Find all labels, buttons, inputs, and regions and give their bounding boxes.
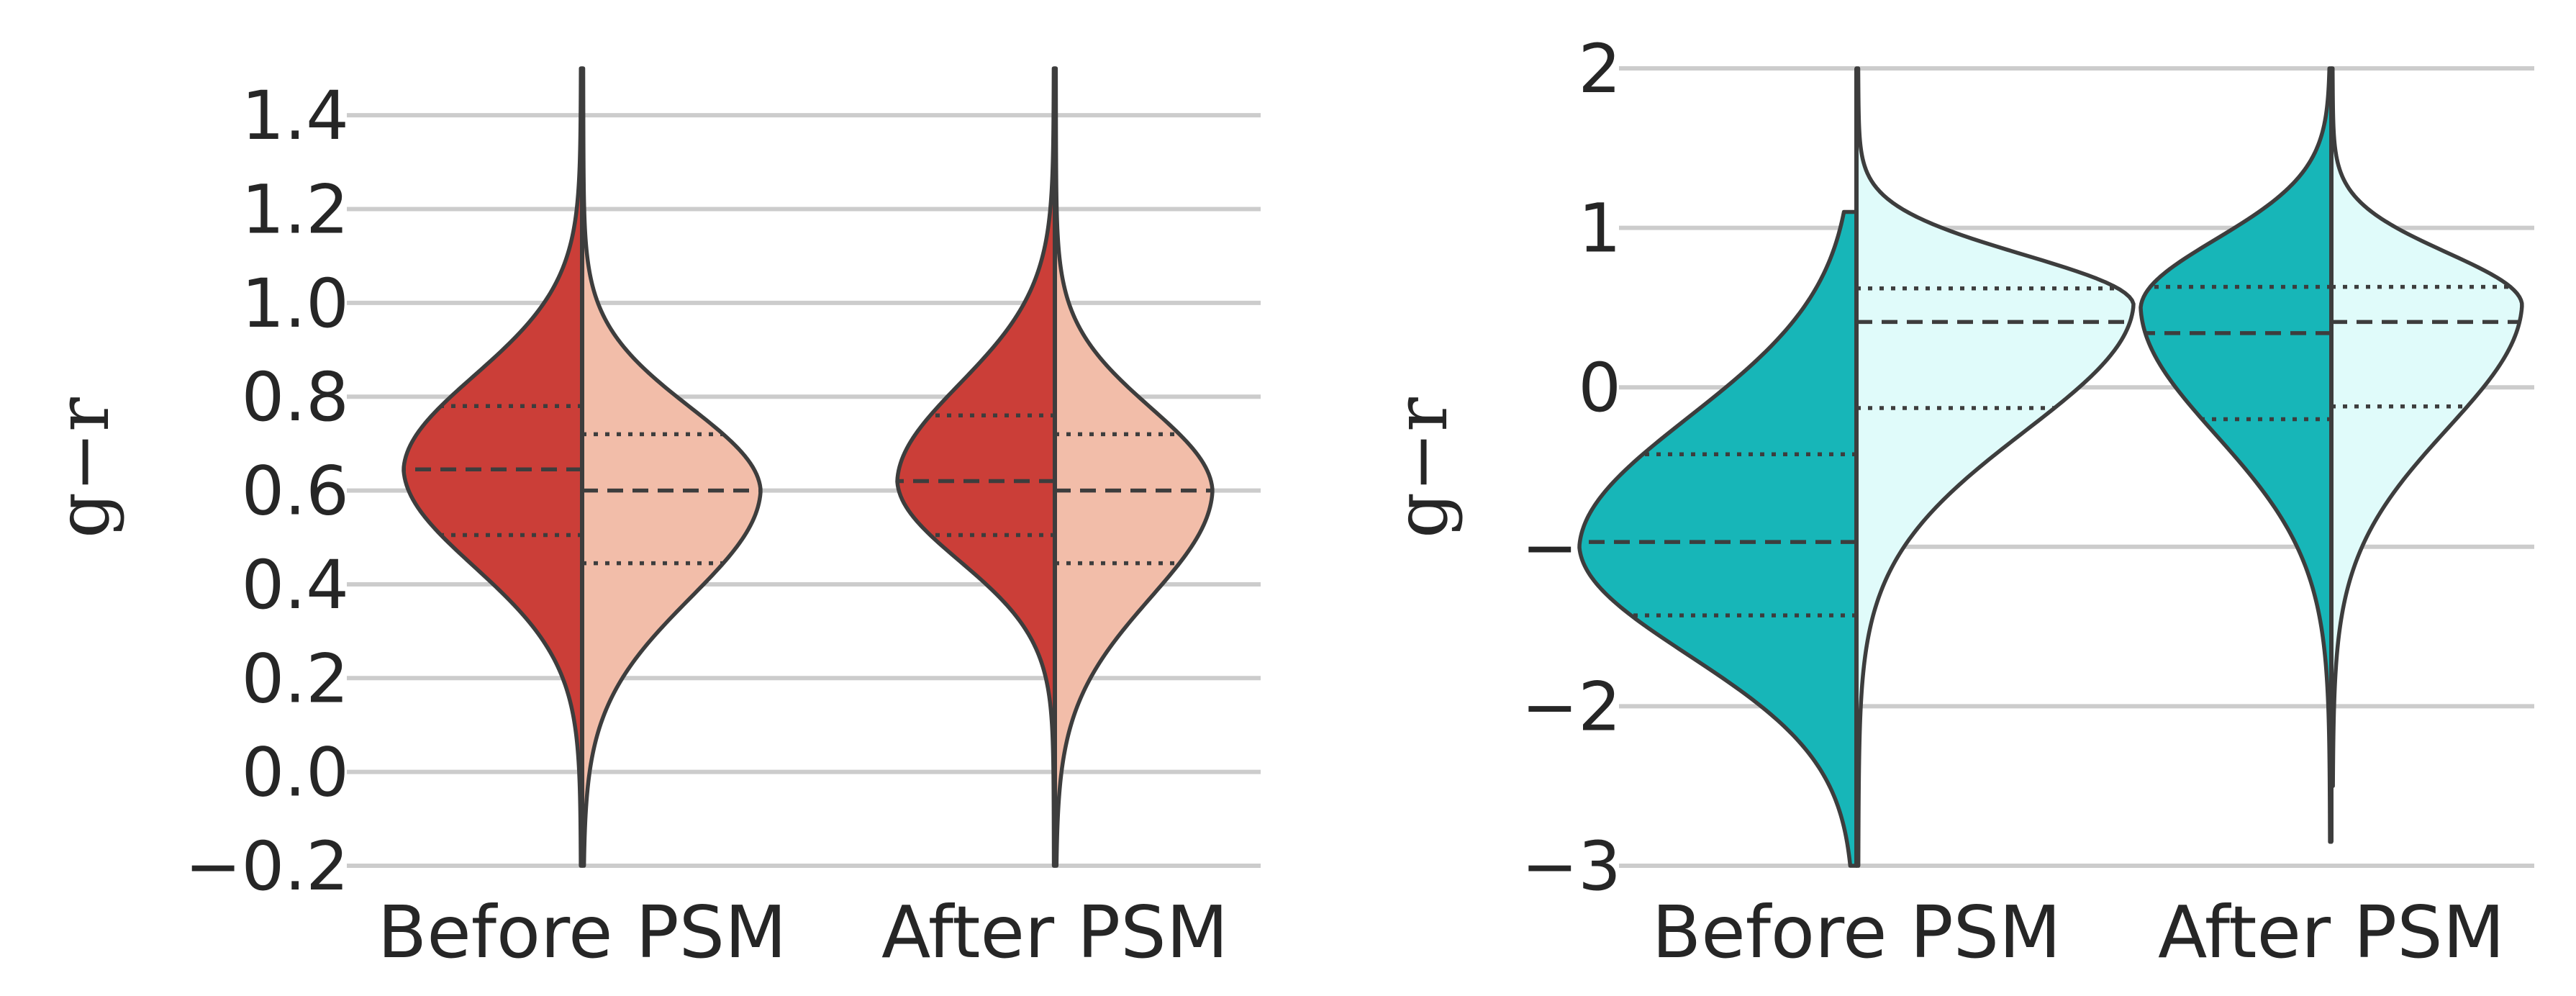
y-tick-label: 2	[1578, 30, 1621, 109]
y-axis-title: g−r	[41, 397, 125, 538]
y-tick-label: 0.8	[242, 358, 350, 437]
y-axis-title: g−r	[1379, 397, 1464, 538]
y-tick-label: 0.6	[242, 453, 350, 531]
y-tick-label: −2	[1521, 668, 1621, 746]
violin-left-half	[402, 66, 584, 868]
y-tick-label: 0.2	[242, 640, 350, 718]
violin-left-half	[895, 66, 1057, 868]
y-tick-label: 1	[1578, 190, 1621, 268]
y-tick-label: 1.0	[242, 265, 350, 343]
category-label: Before PSM	[378, 890, 787, 974]
y-tick-label: −3	[1521, 828, 1621, 906]
violin-left-half	[2139, 66, 2334, 844]
category-label: After PSM	[2158, 890, 2505, 974]
violin-right-half	[2329, 66, 2524, 788]
category-label: Before PSM	[1652, 890, 2062, 974]
y-tick-label: 1.4	[242, 77, 350, 155]
y-tick-label: 0.0	[242, 734, 350, 812]
category-label: After PSM	[881, 890, 1228, 974]
y-tick-label: 0.4	[242, 546, 350, 625]
violin-left-half	[1577, 209, 1859, 868]
violin-right-half	[1854, 66, 2136, 868]
y-tick-label: 0	[1578, 349, 1621, 427]
y-tick-label: 1.2	[242, 171, 350, 250]
violin-right-half	[580, 66, 763, 868]
y-tick-label: −0.2	[185, 828, 349, 906]
violin-right-half	[1053, 66, 1215, 868]
left-violin-chart: −0.2 0.0 0.2 0.4 0.6 0.8 1.0 1.2 1.4 g−r Before PS…	[41, 66, 1261, 974]
